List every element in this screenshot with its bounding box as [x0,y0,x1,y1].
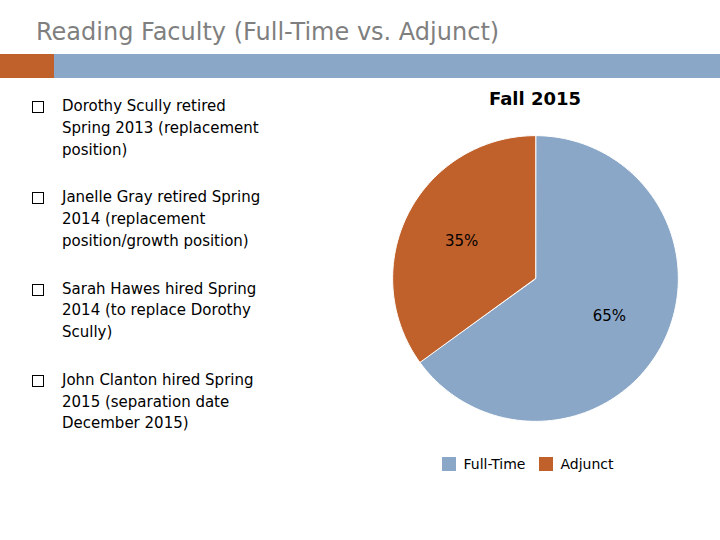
html-text:Reading Faculty (Full-Time vs.: Reading Faculty (Full-Time vs. Adjunct) [36,18,500,46]
html-text:Fall 2015: Fall 2015 [489,88,581,109]
html-text:Adjunct: Adjunct [560,455,614,472]
html-text:John Clanton hired Spring 2015: John Clanton hired Spring 2015 (separati… [62,370,254,433]
html-text:Full-Time: Full-Time [463,455,526,472]
svg-text:65%: 65% [593,307,626,325]
html-text:Dorothy Scully retired Spring: Dorothy Scully retired Spring 2013 (repl… [62,97,259,159]
html-text:Janelle Gray retired Spring 20: Janelle Gray retired Spring 2014 (replac… [62,188,261,250]
svg-text:35%: 35% [445,232,478,250]
html-text:Sarah Hawes hired Spring 2014: Sarah Hawes hired Spring 2014 (to replac… [62,279,257,341]
